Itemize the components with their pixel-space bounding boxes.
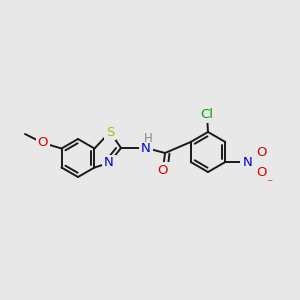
- Text: H: H: [144, 133, 152, 146]
- Text: O: O: [256, 166, 267, 178]
- Text: +: +: [252, 148, 260, 157]
- Text: O: O: [256, 146, 267, 158]
- Text: O: O: [38, 136, 48, 149]
- Text: Cl: Cl: [200, 109, 214, 122]
- Text: N: N: [104, 157, 114, 169]
- Text: ⁻: ⁻: [266, 177, 273, 190]
- Text: N: N: [141, 142, 151, 154]
- Text: S: S: [106, 125, 114, 139]
- Text: N: N: [242, 155, 252, 169]
- Text: O: O: [158, 164, 168, 176]
